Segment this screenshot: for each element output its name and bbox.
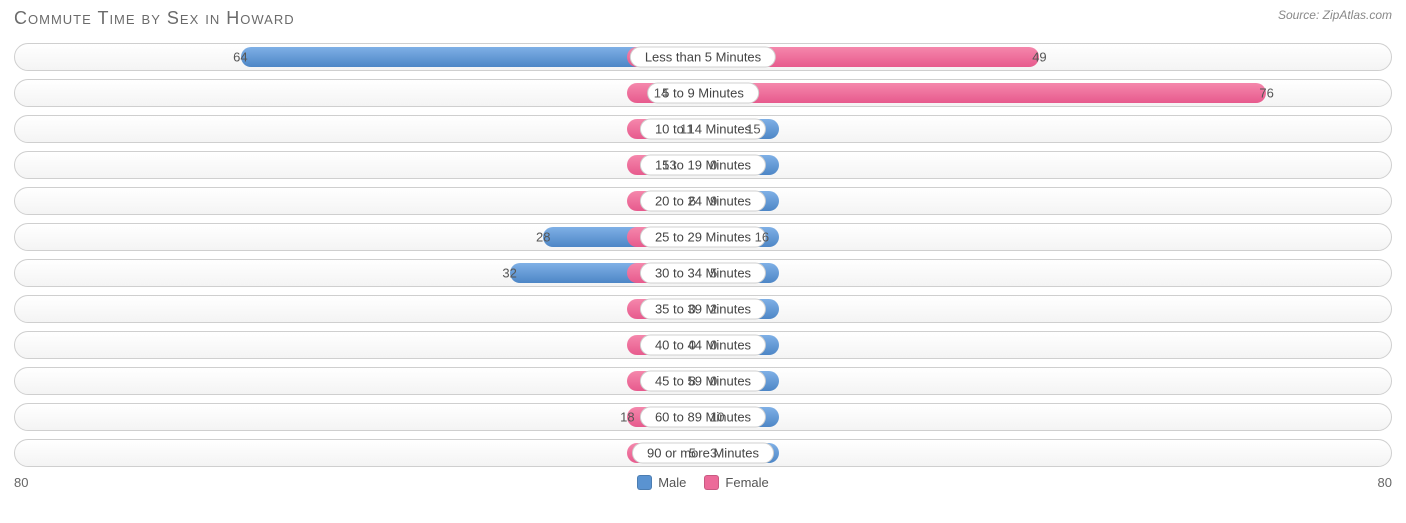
male-value: 64	[233, 50, 247, 65]
legend-female-label: Female	[725, 475, 768, 490]
category-label: 40 to 44 Minutes	[640, 335, 766, 356]
male-value: 14	[654, 86, 668, 101]
female-value: 0	[710, 338, 717, 353]
female-value: 10	[710, 410, 724, 425]
male-value: 0	[689, 338, 696, 353]
male-value: 13	[662, 158, 676, 173]
chart-row: 30 to 34 Minutes 32 5	[14, 259, 1392, 287]
male-swatch-icon	[637, 475, 652, 490]
legend-item-female: Female	[704, 475, 768, 490]
category-label: 60 to 89 Minutes	[640, 407, 766, 428]
female-value: 5	[710, 266, 717, 281]
male-value: 6	[689, 194, 696, 209]
category-label: 35 to 39 Minutes	[640, 299, 766, 320]
axis-max-right: 80	[1378, 475, 1392, 490]
chart-row: 15 to 19 Minutes13 0	[14, 151, 1392, 179]
male-value: 8	[689, 374, 696, 389]
chart-row: Less than 5 Minutes 64 49	[14, 43, 1392, 71]
male-value: 28	[536, 230, 550, 245]
category-label: 25 to 29 Minutes	[640, 227, 766, 248]
chart-header: Commute Time by Sex in Howard Source: Zi…	[14, 8, 1392, 29]
chart-row: 90 or more Minutes53	[14, 439, 1392, 467]
male-value: 32	[502, 266, 516, 281]
chart-row: 5 to 9 Minutes1476	[14, 79, 1392, 107]
male-value: 11	[680, 122, 694, 137]
chart-row: 25 to 29 Minutes 28 16	[14, 223, 1392, 251]
female-value: 0	[710, 158, 717, 173]
female-value: 16	[755, 230, 769, 245]
female-value: 9	[710, 194, 717, 209]
chart-source: Source: ZipAtlas.com	[1278, 8, 1392, 22]
axis-max-left: 80	[14, 475, 28, 490]
legend-item-male: Male	[637, 475, 686, 490]
chart-row: 45 to 59 Minutes80	[14, 367, 1392, 395]
category-label: 30 to 34 Minutes	[640, 263, 766, 284]
chart-row: 35 to 39 Minutes02	[14, 295, 1392, 323]
chart-row: 20 to 24 Minutes69	[14, 187, 1392, 215]
chart-row: 60 to 89 Minutes 18 10	[14, 403, 1392, 431]
legend: Male Female	[637, 475, 769, 490]
male-value: 18	[620, 410, 634, 425]
female-value: 3	[710, 446, 717, 461]
chart-row: 40 to 44 Minutes00	[14, 331, 1392, 359]
male-value: 0	[689, 302, 696, 317]
female-swatch-icon	[704, 475, 719, 490]
female-value: 2	[710, 302, 717, 317]
category-label: 90 or more Minutes	[632, 443, 774, 464]
female-value: 76	[1259, 86, 1273, 101]
chart-title: Commute Time by Sex in Howard	[14, 8, 295, 29]
male-value: 5	[689, 446, 696, 461]
female-value: 15	[746, 122, 760, 137]
category-label: 20 to 24 Minutes	[640, 191, 766, 212]
category-label: 15 to 19 Minutes	[640, 155, 766, 176]
legend-male-label: Male	[658, 475, 686, 490]
category-label: 45 to 59 Minutes	[640, 371, 766, 392]
chart-area: Less than 5 Minutes64495 to 9 Minutes147…	[14, 43, 1392, 467]
chart-footer: 80 Male Female 80	[14, 475, 1392, 490]
female-value: 0	[710, 374, 717, 389]
female-value: 49	[1032, 50, 1046, 65]
chart-row: 10 to 14 Minutes1115	[14, 115, 1392, 143]
category-label: Less than 5 Minutes	[630, 47, 776, 68]
